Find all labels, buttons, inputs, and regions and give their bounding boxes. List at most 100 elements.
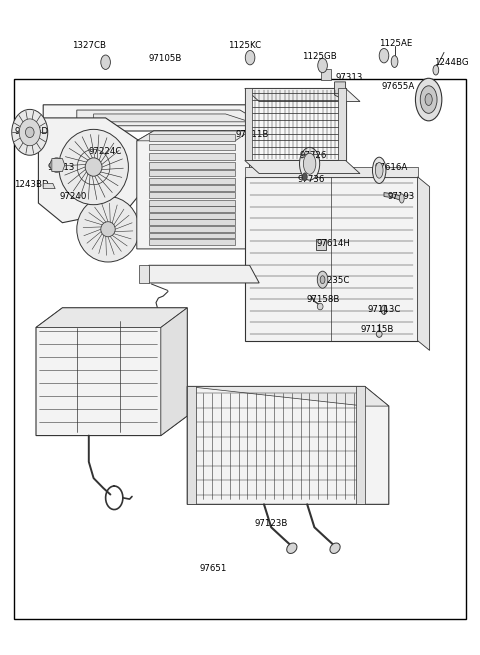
Polygon shape bbox=[149, 193, 235, 198]
Text: 97193: 97193 bbox=[388, 192, 415, 201]
Ellipse shape bbox=[372, 157, 386, 183]
Text: 97113C: 97113C bbox=[367, 305, 401, 314]
Text: 1125AE: 1125AE bbox=[379, 39, 413, 48]
Polygon shape bbox=[187, 386, 196, 504]
Polygon shape bbox=[149, 219, 235, 225]
Polygon shape bbox=[271, 110, 338, 129]
Ellipse shape bbox=[415, 79, 442, 121]
Text: 1244BG: 1244BG bbox=[434, 58, 469, 67]
Polygon shape bbox=[149, 178, 235, 183]
Ellipse shape bbox=[320, 276, 325, 284]
Polygon shape bbox=[149, 162, 235, 169]
Polygon shape bbox=[264, 105, 346, 134]
Polygon shape bbox=[14, 79, 466, 619]
Ellipse shape bbox=[302, 173, 307, 181]
Ellipse shape bbox=[420, 86, 437, 113]
Ellipse shape bbox=[433, 66, 439, 75]
Ellipse shape bbox=[379, 48, 389, 63]
Ellipse shape bbox=[317, 271, 328, 288]
Ellipse shape bbox=[25, 127, 34, 138]
Polygon shape bbox=[335, 82, 346, 98]
Polygon shape bbox=[149, 226, 235, 232]
Polygon shape bbox=[43, 105, 307, 131]
Polygon shape bbox=[94, 114, 250, 122]
Ellipse shape bbox=[101, 55, 110, 69]
Polygon shape bbox=[384, 193, 402, 200]
Polygon shape bbox=[149, 206, 235, 212]
Polygon shape bbox=[149, 153, 235, 160]
Ellipse shape bbox=[303, 153, 316, 174]
Text: 97611B: 97611B bbox=[235, 130, 269, 139]
Polygon shape bbox=[245, 167, 418, 177]
Ellipse shape bbox=[50, 158, 63, 172]
Polygon shape bbox=[356, 386, 365, 504]
Polygon shape bbox=[149, 185, 235, 191]
Text: 97614H: 97614H bbox=[317, 239, 351, 248]
Polygon shape bbox=[52, 159, 65, 172]
Polygon shape bbox=[149, 213, 235, 219]
Ellipse shape bbox=[425, 94, 432, 105]
Polygon shape bbox=[36, 308, 187, 328]
Polygon shape bbox=[161, 308, 187, 436]
Ellipse shape bbox=[77, 196, 139, 262]
Text: 97013: 97013 bbox=[47, 162, 74, 172]
Ellipse shape bbox=[330, 543, 340, 553]
Polygon shape bbox=[38, 118, 149, 223]
Polygon shape bbox=[245, 88, 360, 102]
Polygon shape bbox=[139, 265, 149, 283]
Polygon shape bbox=[149, 239, 235, 245]
Text: 97651: 97651 bbox=[199, 564, 227, 573]
Text: 97158B: 97158B bbox=[306, 295, 340, 304]
Ellipse shape bbox=[399, 194, 404, 203]
Ellipse shape bbox=[318, 58, 327, 73]
Polygon shape bbox=[187, 386, 389, 504]
Text: 97726: 97726 bbox=[300, 151, 327, 160]
Polygon shape bbox=[36, 308, 187, 436]
Ellipse shape bbox=[19, 119, 40, 145]
Text: 97123B: 97123B bbox=[254, 519, 288, 529]
Polygon shape bbox=[316, 239, 326, 250]
Polygon shape bbox=[245, 160, 360, 174]
Text: 97105B: 97105B bbox=[149, 54, 182, 64]
Text: 97736: 97736 bbox=[298, 175, 325, 184]
Text: 97256D: 97256D bbox=[14, 126, 48, 136]
Ellipse shape bbox=[300, 147, 320, 180]
Ellipse shape bbox=[391, 56, 398, 67]
Polygon shape bbox=[77, 110, 266, 126]
Ellipse shape bbox=[59, 129, 129, 204]
Text: 97224C: 97224C bbox=[89, 147, 122, 157]
Text: 97240: 97240 bbox=[60, 192, 87, 201]
Polygon shape bbox=[149, 143, 235, 150]
Polygon shape bbox=[187, 386, 389, 406]
Text: 97616A: 97616A bbox=[374, 162, 408, 172]
Text: 1327CB: 1327CB bbox=[72, 41, 106, 50]
Polygon shape bbox=[338, 88, 346, 160]
Polygon shape bbox=[137, 131, 250, 141]
Text: 1125GB: 1125GB bbox=[302, 52, 337, 62]
Polygon shape bbox=[149, 134, 235, 141]
Polygon shape bbox=[137, 131, 250, 249]
Text: 97235C: 97235C bbox=[317, 276, 350, 285]
Text: 97313: 97313 bbox=[336, 73, 363, 82]
Text: 97115B: 97115B bbox=[361, 325, 395, 334]
Polygon shape bbox=[43, 183, 55, 189]
Text: 1243BD: 1243BD bbox=[14, 180, 49, 189]
Text: 97655A: 97655A bbox=[382, 82, 415, 91]
Ellipse shape bbox=[245, 50, 255, 65]
Polygon shape bbox=[245, 88, 346, 160]
Ellipse shape bbox=[101, 221, 115, 237]
Polygon shape bbox=[149, 200, 235, 206]
Polygon shape bbox=[245, 88, 252, 160]
Polygon shape bbox=[149, 170, 235, 176]
Polygon shape bbox=[418, 177, 430, 350]
Ellipse shape bbox=[12, 109, 48, 155]
Polygon shape bbox=[149, 233, 235, 238]
Polygon shape bbox=[149, 265, 259, 283]
Ellipse shape bbox=[85, 158, 102, 176]
Ellipse shape bbox=[287, 543, 297, 553]
Ellipse shape bbox=[376, 331, 382, 337]
Polygon shape bbox=[321, 69, 331, 80]
Ellipse shape bbox=[375, 162, 383, 178]
Polygon shape bbox=[245, 177, 418, 341]
Ellipse shape bbox=[317, 303, 323, 310]
